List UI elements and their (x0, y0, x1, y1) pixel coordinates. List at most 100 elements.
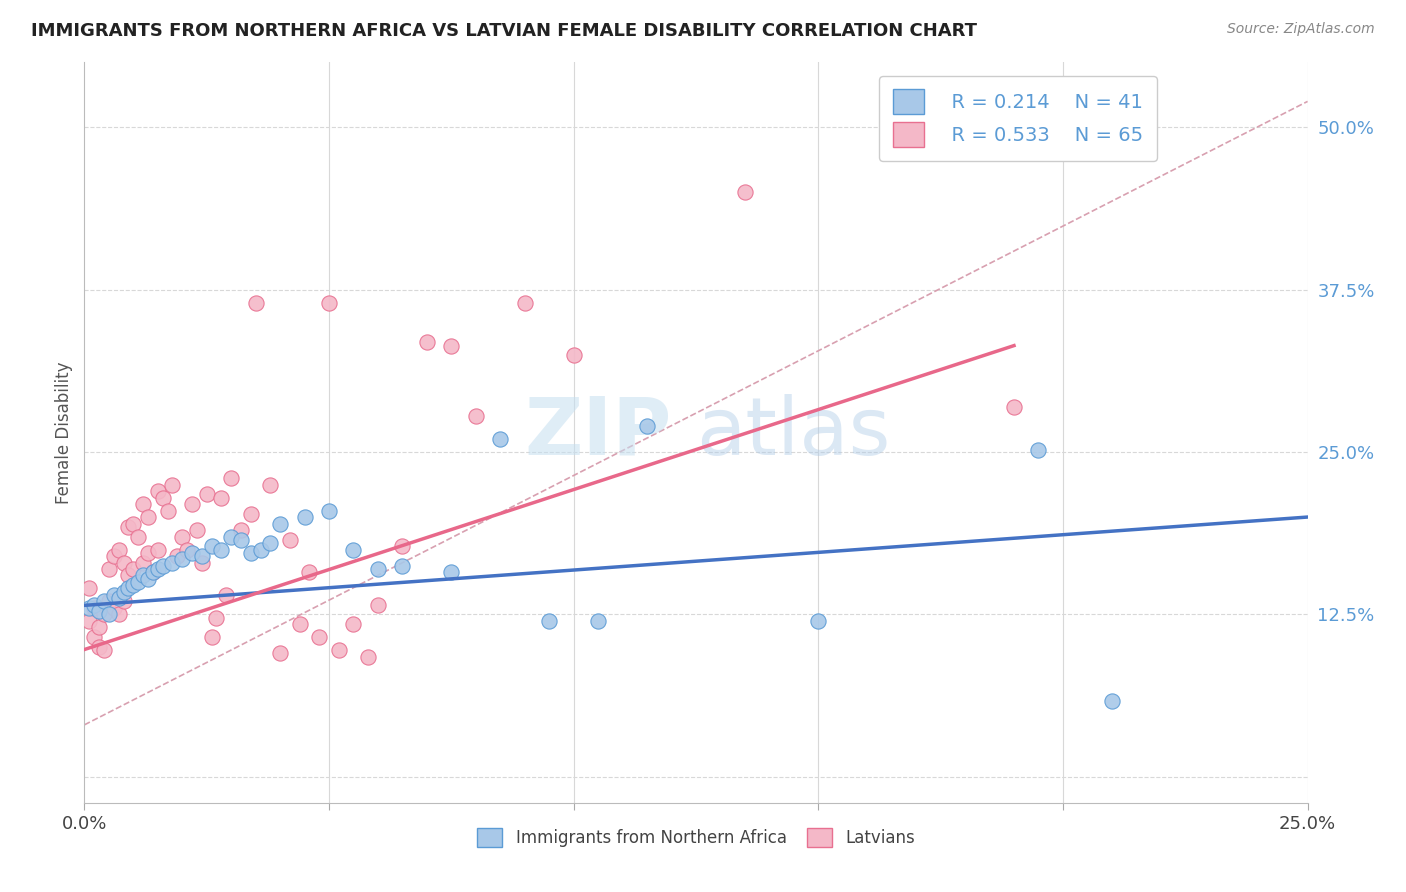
Point (489, 432, 512, 446)
Point (318, 295, 340, 310)
Point (636, 419, 658, 434)
Point (538, 614, 561, 628)
Point (367, 562, 389, 576)
Point (83, 601, 105, 615)
Point (464, 409, 486, 423)
Point (112, 594, 135, 608)
Point (107, 542, 129, 557)
Point (734, 186, 756, 200)
Point (328, 642, 350, 657)
Point (562, 348, 585, 362)
Point (200, 539, 222, 553)
Point (219, 471, 242, 485)
Point (83, 630, 105, 644)
Text: IMMIGRANTS FROM NORTHERN AFRICA VS LATVIAN FEMALE DISABILITY CORRELATION CHART: IMMIGRANTS FROM NORTHERN AFRICA VS LATVI… (31, 22, 977, 40)
Point (87, 620, 110, 634)
Text: atlas: atlas (696, 393, 890, 472)
Point (93, 607, 115, 622)
Point (87, 603, 110, 617)
Text: ZIP: ZIP (524, 393, 672, 472)
Point (269, 516, 291, 531)
Point (127, 529, 149, 543)
Point (97, 607, 120, 622)
Point (142, 565, 165, 579)
Point (298, 565, 321, 579)
Point (342, 616, 364, 631)
Point (162, 556, 184, 570)
Point (200, 630, 222, 644)
Point (586, 614, 609, 628)
Point (152, 559, 174, 574)
Point (245, 295, 267, 310)
Point (239, 508, 262, 522)
Point (122, 516, 145, 531)
Point (1101, 694, 1123, 708)
Legend: Immigrants from Northern Africa, Latvians: Immigrants from Northern Africa, Latvian… (467, 818, 925, 857)
Point (146, 542, 169, 557)
Point (77, 582, 100, 596)
Point (807, 614, 830, 628)
Point (259, 477, 281, 491)
Point (122, 577, 145, 591)
Point (391, 559, 413, 574)
Point (112, 585, 135, 599)
Point (294, 510, 316, 524)
Point (97, 562, 120, 576)
Point (87, 640, 110, 654)
Text: Source: ZipAtlas.com: Source: ZipAtlas.com (1227, 22, 1375, 37)
Point (117, 568, 139, 582)
Point (97, 594, 120, 608)
Point (219, 529, 242, 543)
Point (152, 491, 174, 505)
Point (342, 542, 364, 557)
Point (440, 338, 463, 352)
Point (166, 549, 188, 563)
Point (239, 546, 262, 560)
Point (127, 574, 149, 589)
Point (205, 611, 228, 625)
Point (278, 533, 301, 548)
Point (162, 477, 184, 491)
Point (209, 491, 232, 505)
Point (367, 599, 389, 613)
Point (269, 647, 291, 661)
Point (93, 594, 115, 608)
Point (107, 607, 129, 622)
Point (142, 565, 165, 579)
Point (181, 546, 204, 560)
Point (156, 503, 179, 517)
Point (191, 556, 214, 570)
Point (318, 503, 340, 517)
Y-axis label: Female Disability: Female Disability (55, 361, 73, 504)
Point (229, 523, 252, 537)
Point (117, 520, 139, 534)
Point (181, 497, 204, 511)
Point (288, 616, 311, 631)
Point (122, 562, 145, 576)
Point (186, 523, 208, 537)
Point (132, 556, 155, 570)
Point (191, 549, 214, 563)
Point (176, 542, 198, 557)
Point (146, 484, 169, 499)
Point (132, 568, 155, 582)
Point (215, 588, 238, 602)
Point (136, 510, 159, 524)
Point (308, 630, 330, 644)
Point (195, 486, 218, 500)
Point (136, 573, 159, 587)
Point (136, 546, 159, 560)
Point (93, 642, 115, 657)
Point (112, 556, 135, 570)
Point (83, 599, 105, 613)
Point (391, 539, 413, 553)
Point (513, 295, 536, 310)
Point (440, 565, 463, 579)
Point (117, 582, 139, 596)
Point (103, 601, 125, 615)
Point (416, 334, 439, 349)
Point (146, 562, 169, 576)
Point (172, 551, 194, 566)
Point (103, 549, 125, 563)
Point (259, 536, 281, 550)
